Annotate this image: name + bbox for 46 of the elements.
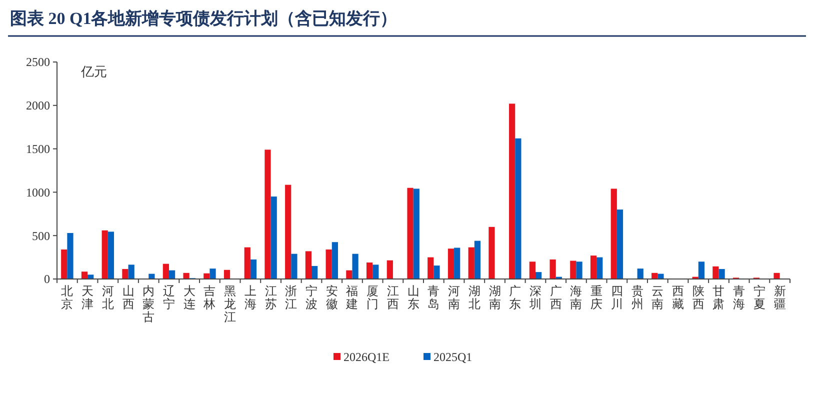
x-tick-label: 安徽 xyxy=(326,284,338,311)
y-tick-label: 2500 xyxy=(26,55,50,70)
x-tick-label: 甘肃 xyxy=(712,284,725,311)
x-tick-label: 江苏 xyxy=(264,284,277,311)
x-tick-label: 湖北 xyxy=(468,284,480,311)
x-tick-label: 广东 xyxy=(509,284,522,311)
x-tick-label: 河北 xyxy=(102,284,114,311)
legend-label: 2025Q1 xyxy=(434,350,472,364)
x-tick-label: 黑龙江 xyxy=(224,284,236,324)
x-tick-label: 湖南 xyxy=(488,284,501,311)
x-tick-label: 大连 xyxy=(183,284,196,311)
x-tick-label: 四川 xyxy=(610,284,623,311)
x-tick-label: 新疆 xyxy=(774,284,786,311)
x-tick-label: 宁波 xyxy=(306,284,318,311)
x-tick-label: 辽宁 xyxy=(162,284,175,311)
x-tick-label: 上海 xyxy=(244,284,256,311)
x-tick-label: 青岛 xyxy=(428,284,440,311)
x-tick-label: 青海 xyxy=(733,284,746,311)
y-axis-title: 亿元 xyxy=(80,64,107,79)
x-tick-label: 宁夏 xyxy=(753,284,766,311)
y-tick-label: 2000 xyxy=(26,98,50,113)
x-tick-label: 海南 xyxy=(570,284,582,311)
y-tick-label: 1000 xyxy=(26,185,50,200)
x-tick-label: 浙江 xyxy=(285,284,298,311)
x-tick-label: 山东 xyxy=(407,284,420,311)
x-tick-label: 深圳 xyxy=(528,284,542,311)
x-tick-label: 内蒙古 xyxy=(142,284,155,324)
x-tick-label: 福建 xyxy=(345,284,358,311)
y-tick-label: 500 xyxy=(32,228,50,243)
x-tick-label: 西藏 xyxy=(672,284,684,311)
x-tick-label: 厦门 xyxy=(366,284,379,311)
x-tick-label: 山西 xyxy=(122,284,134,311)
legend-label: 2026Q1E xyxy=(344,350,390,364)
x-tick-label: 吉林 xyxy=(202,284,216,311)
y-tick-label: 1500 xyxy=(26,142,50,156)
chart-title: 图表 20 Q1各地新增专项债发行计划（含已知发行） xyxy=(10,9,398,28)
y-tick-label: 0 xyxy=(44,272,50,286)
x-tick-label: 河南 xyxy=(448,284,460,311)
x-tick-label: 云南 xyxy=(652,284,664,311)
x-tick-label: 陕西 xyxy=(692,284,704,311)
x-tick-label: 重庆 xyxy=(590,284,603,311)
x-tick-label: 天津 xyxy=(82,284,94,311)
x-tick-label: 贵州 xyxy=(631,284,644,311)
x-tick-label: 北京 xyxy=(61,284,74,311)
x-tick-label: 江西 xyxy=(386,284,399,311)
x-tick-label: 广西 xyxy=(550,284,562,311)
